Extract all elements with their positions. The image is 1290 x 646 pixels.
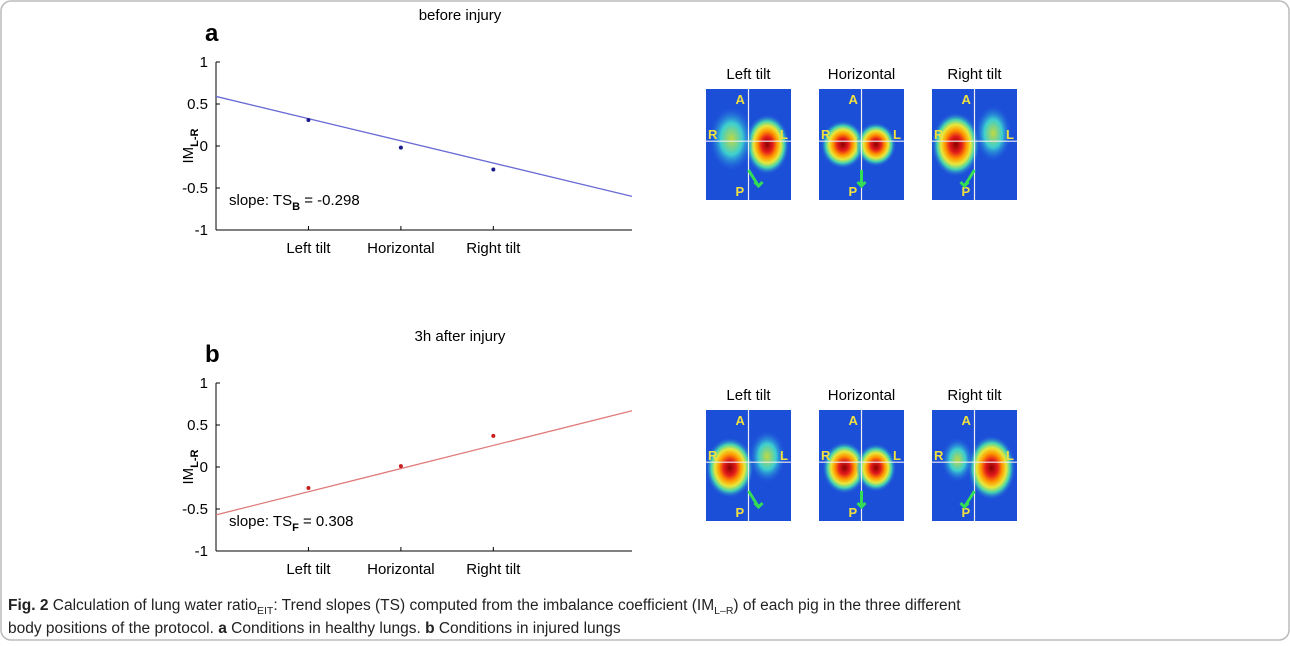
- x-tick-label: Horizontal: [367, 240, 435, 257]
- eit-images: Left tilt A P R L Horizontal A P R L Right tilt A P R…: [706, 66, 1017, 521]
- eit-blob: [942, 438, 974, 482]
- data-point: [306, 118, 310, 122]
- y-label-sub: L-R: [189, 449, 201, 467]
- y-label-sub: L-R: [189, 128, 201, 146]
- orientation-label: R: [821, 448, 831, 463]
- caption-part: Conditions in healthy lungs.: [227, 620, 425, 637]
- orientation-label: L: [893, 448, 901, 463]
- caption-part: ) of each pig in the three different: [733, 597, 961, 614]
- caption-line: Fig. 2 Calculation of lung water ratioEI…: [8, 597, 961, 617]
- orientation-label: L: [780, 448, 788, 463]
- data-point: [399, 146, 403, 150]
- orientation-label: R: [934, 448, 944, 463]
- orientation-label: A: [849, 92, 859, 107]
- eit-blob: [706, 438, 754, 498]
- y-label-main: IM: [180, 147, 197, 164]
- data-point: [399, 464, 403, 468]
- orientation-label: P: [736, 505, 745, 520]
- annotation: slope: TSF = 0.308: [229, 513, 353, 534]
- caption-part: : Trend slopes (TS) computed from the im…: [273, 597, 714, 614]
- data-point: [491, 168, 495, 172]
- y-tick-label: -0.5: [182, 501, 208, 518]
- data-point: [491, 434, 495, 438]
- image-title: Horizontal: [828, 387, 896, 404]
- y-tick-label: 0.5: [187, 417, 208, 434]
- x-tick-label: Left tilt: [286, 561, 331, 578]
- caption-line: body positions of the protocol. a Condit…: [8, 620, 621, 637]
- orientation-label: A: [962, 92, 972, 107]
- annotation: slope: TSB = -0.298: [229, 192, 360, 213]
- x-tick-label: Left tilt: [286, 240, 331, 257]
- orientation-label: R: [934, 127, 944, 142]
- image-title: Horizontal: [828, 66, 896, 83]
- orientation-label: R: [821, 127, 831, 142]
- caption-part: body positions of the protocol.: [8, 620, 218, 637]
- y-tick-label: -1: [195, 222, 208, 239]
- annotation-rest: = -0.298: [300, 192, 360, 209]
- annotation-sub: B: [292, 201, 300, 213]
- y-tick-label: -0.5: [182, 180, 208, 197]
- caption-part: b: [425, 620, 434, 637]
- y-tick-label: -1: [195, 543, 208, 560]
- annotation-text: slope: TS: [229, 192, 292, 209]
- chart-title: before injury: [419, 7, 502, 24]
- orientation-label: R: [708, 448, 718, 463]
- y-tick-label: 1: [200, 375, 208, 392]
- data-point: [306, 486, 310, 490]
- y-tick-label: 0.5: [187, 96, 208, 113]
- annotation-rest: = 0.308: [299, 513, 354, 530]
- y-tick-label: 1: [200, 54, 208, 71]
- orientation-label: P: [849, 184, 858, 199]
- orientation-label: P: [849, 505, 858, 520]
- panel-label: a: [205, 20, 219, 47]
- caption-part: Fig. 2: [8, 597, 48, 614]
- orientation-label: R: [708, 127, 718, 142]
- orientation-label: L: [780, 127, 788, 142]
- y-axis-label: IML-R: [180, 449, 201, 484]
- caption-part: EIT: [257, 605, 274, 617]
- annotation-text: slope: TS: [229, 513, 292, 530]
- image-title: Left tilt: [726, 66, 771, 83]
- x-tick-label: Horizontal: [367, 561, 435, 578]
- figure: abefore injury-1-0.500.51Left tiltHorizo…: [0, 0, 1290, 641]
- caption-part: Conditions in injured lungs: [435, 620, 621, 637]
- orientation-label: L: [1006, 127, 1014, 142]
- orientation-label: A: [736, 92, 746, 107]
- image-title: Right tilt: [947, 387, 1002, 404]
- chart-title: 3h after injury: [415, 328, 506, 345]
- y-label-main: IM: [180, 468, 197, 485]
- orientation-label: A: [736, 413, 746, 428]
- orientation-label: A: [849, 413, 859, 428]
- caption-part: L–R: [714, 605, 734, 617]
- fit-line: [216, 411, 632, 515]
- image-title: Left tilt: [726, 387, 771, 404]
- caption-part: Calculation of lung water ratio: [48, 597, 257, 614]
- orientation-label: A: [962, 413, 972, 428]
- x-tick-label: Right tilt: [466, 561, 521, 578]
- orientation-label: P: [736, 184, 745, 199]
- image-title: Right tilt: [947, 66, 1002, 83]
- panel-label: b: [205, 341, 220, 368]
- orientation-label: L: [893, 127, 901, 142]
- fit-line: [216, 96, 632, 196]
- orientation-label: L: [1006, 448, 1014, 463]
- y-axis-label: IML-R: [180, 128, 201, 163]
- x-tick-label: Right tilt: [466, 240, 521, 257]
- eit-blob: [932, 113, 980, 177]
